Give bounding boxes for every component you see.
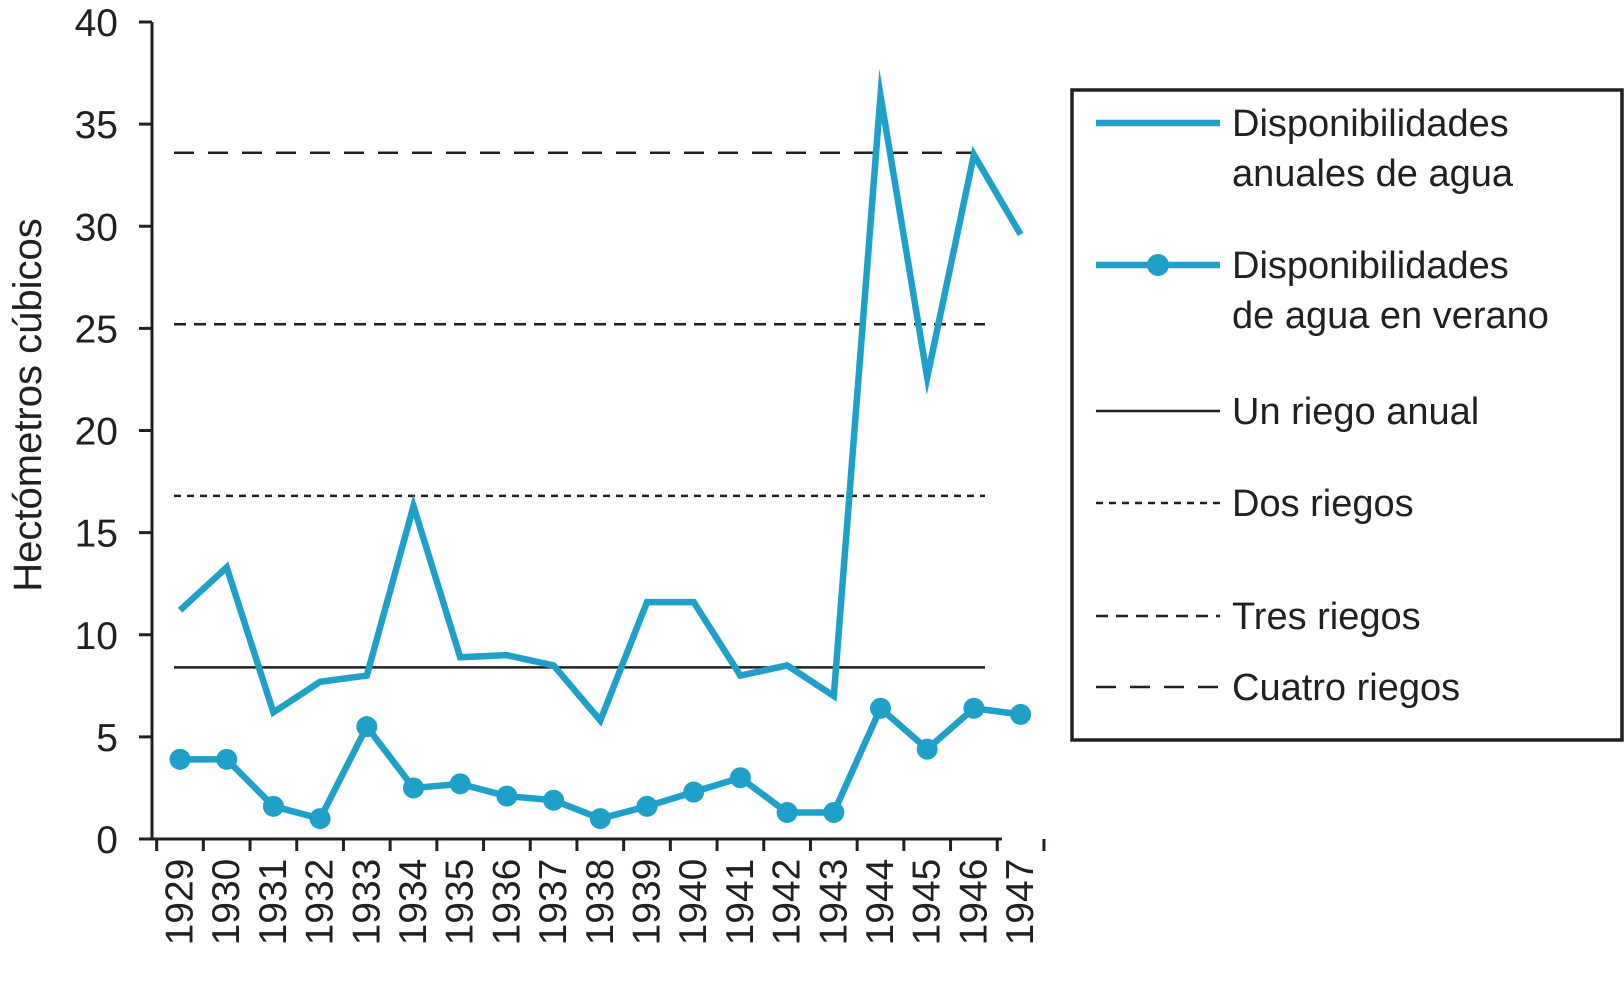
legend: Disponibilidades anuales de agua Disponibi… bbox=[1070, 88, 1624, 742]
x-tick-label: 1937 bbox=[532, 859, 575, 946]
x-tick-label: 1930 bbox=[205, 859, 248, 946]
legend-label: Dos riegos bbox=[1232, 483, 1414, 525]
y-tick-label: 20 bbox=[75, 411, 118, 454]
x-tick-label: 1938 bbox=[579, 859, 622, 946]
x-tick-label: 1944 bbox=[859, 859, 902, 946]
x-tick-label: 1935 bbox=[439, 859, 482, 946]
series-2 bbox=[169, 697, 1032, 830]
data-point bbox=[823, 801, 845, 823]
legend-label: Disponibilidades bbox=[1232, 103, 1509, 145]
data-point bbox=[403, 777, 424, 799]
y-tick-label: 30 bbox=[75, 206, 118, 249]
y-tick-label: 15 bbox=[75, 513, 118, 556]
data-point bbox=[262, 795, 284, 817]
data-point bbox=[496, 785, 518, 807]
data-point bbox=[636, 795, 658, 817]
x-tick-label: 1934 bbox=[392, 859, 435, 946]
data-point bbox=[356, 716, 378, 738]
legend-label: Tres riegos bbox=[1232, 596, 1421, 638]
y-tick-label: 40 bbox=[75, 2, 118, 45]
data-point bbox=[916, 738, 938, 760]
x-tick-label: 1936 bbox=[485, 859, 528, 946]
data-point bbox=[729, 767, 751, 789]
x-tick-label: 1943 bbox=[812, 859, 855, 946]
data-point bbox=[870, 697, 891, 719]
legend-label: de agua en verano bbox=[1232, 295, 1549, 337]
x-tick-label: 1940 bbox=[672, 859, 715, 946]
legend-marker bbox=[1147, 254, 1169, 276]
data-point bbox=[309, 808, 331, 830]
x-tick-label: 1939 bbox=[626, 859, 669, 946]
data-point bbox=[543, 789, 565, 811]
data-point bbox=[776, 801, 798, 823]
series-line bbox=[177, 68, 1024, 727]
y-axis-title: Hectómetros cúbicos bbox=[6, 218, 50, 591]
legend-label: Disponibilidades bbox=[1232, 245, 1509, 287]
reference-lines bbox=[174, 151, 985, 669]
data-point bbox=[963, 697, 985, 719]
x-tick-label: 1942 bbox=[766, 859, 809, 946]
legend-box bbox=[1070, 88, 1624, 742]
legend-label: Cuatro riegos bbox=[1232, 667, 1460, 709]
y-tick-label: 35 bbox=[75, 104, 118, 147]
axes: 0 5 10 15 20 25 30 35 40 1929 1930 1931 1932 1933 1934… bbox=[6, 2, 1046, 946]
data-point bbox=[1010, 703, 1032, 725]
data-point bbox=[449, 773, 471, 795]
data-point bbox=[216, 748, 238, 770]
x-tick-label: 1941 bbox=[719, 859, 762, 946]
y-tick-label: 5 bbox=[96, 717, 118, 760]
y-tick-label: 10 bbox=[75, 615, 118, 658]
x-tick-label: 1929 bbox=[159, 859, 202, 946]
y-tick-label: 0 bbox=[96, 819, 118, 862]
series-1 bbox=[177, 68, 1024, 727]
data-point bbox=[683, 781, 705, 803]
legend-label: anuales de agua bbox=[1232, 153, 1514, 195]
x-tick-label: 1946 bbox=[952, 859, 995, 946]
x-tick-label: 1932 bbox=[299, 859, 342, 946]
y-tick-label: 25 bbox=[75, 308, 118, 351]
data-point bbox=[589, 808, 611, 830]
data-point bbox=[169, 748, 191, 770]
x-tick-label: 1933 bbox=[345, 859, 388, 946]
x-tick-label: 1947 bbox=[999, 859, 1042, 946]
x-tick-label: 1945 bbox=[906, 859, 949, 946]
series bbox=[169, 68, 1032, 830]
legend-label: Un riego anual bbox=[1232, 391, 1479, 433]
x-tick-label: 1931 bbox=[252, 859, 295, 946]
